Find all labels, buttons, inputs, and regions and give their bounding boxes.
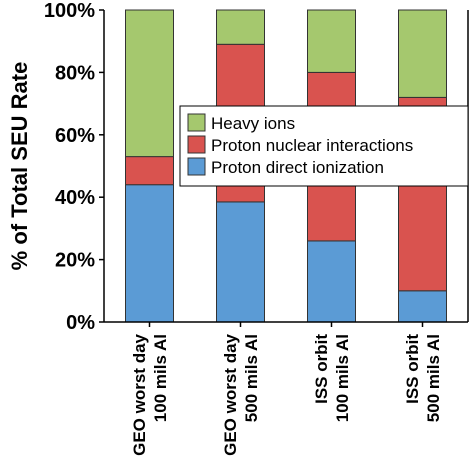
y-axis-label-group: % of Total SEU Rate <box>7 62 32 271</box>
y-ticks: 0% 20% 40% 60% 80% 100% <box>44 0 104 334</box>
y-tick-label: 80% <box>55 62 95 84</box>
bars <box>125 9 447 323</box>
bar-segment-1-series-3 <box>125 9 174 158</box>
x-category-label-line: GEO worst day <box>221 333 240 455</box>
y-tick-label: 0% <box>66 312 95 334</box>
x-category-label-line: 100 mils Al <box>333 334 352 422</box>
legend-swatch <box>187 157 206 176</box>
x-category-label-line: ISS orbit <box>312 334 331 404</box>
legend-label: Heavy ions <box>211 114 295 133</box>
legend-swatch <box>187 113 206 132</box>
legend-label: Proton direct ionization <box>211 158 384 177</box>
bar-segment-4-series-3 <box>398 9 447 98</box>
bar-segment-4-series-1 <box>398 290 447 323</box>
legend-label: Proton nuclear interactions <box>211 136 413 155</box>
y-tick-label: 100% <box>44 0 95 22</box>
x-category-label-line: GEO worst day <box>130 333 149 455</box>
x-category-label: GEO worst day 500 mils Al <box>221 333 261 455</box>
bar-segment-2-series-3 <box>216 9 265 45</box>
legend-swatch <box>187 135 206 154</box>
x-category-label: GEO worst day 100 mils Al <box>130 333 170 455</box>
y-axis-label: % of Total SEU Rate <box>7 62 32 271</box>
legend: Heavy ions Proton nuclear interactions Pro… <box>179 105 469 187</box>
y-tick-label: 60% <box>55 125 95 147</box>
x-category-label-line: ISS orbit <box>403 334 422 404</box>
x-category-labels: GEO worst day 100 mils Al GEO worst day 500… <box>130 322 443 456</box>
x-category-label-line: 100 mils Al <box>151 334 170 422</box>
x-category-label: ISS orbit 100 mils Al <box>312 334 352 423</box>
y-tick-label: 40% <box>55 187 95 209</box>
x-category-label: ISS orbit 500 mils Al <box>403 334 443 423</box>
bar-segment-3-series-3 <box>307 9 356 73</box>
x-category-label-line: 500 mils Al <box>242 334 261 422</box>
y-tick-label: 20% <box>55 250 95 272</box>
bar-segment-1-series-2 <box>125 156 174 186</box>
x-category-label-line: 500 mils Al <box>424 334 443 422</box>
legend-box <box>179 105 469 187</box>
bar-segment-3-series-1 <box>307 240 356 323</box>
bar-segment-2-series-1 <box>216 201 265 323</box>
bar-segment-1-series-1 <box>125 184 174 323</box>
